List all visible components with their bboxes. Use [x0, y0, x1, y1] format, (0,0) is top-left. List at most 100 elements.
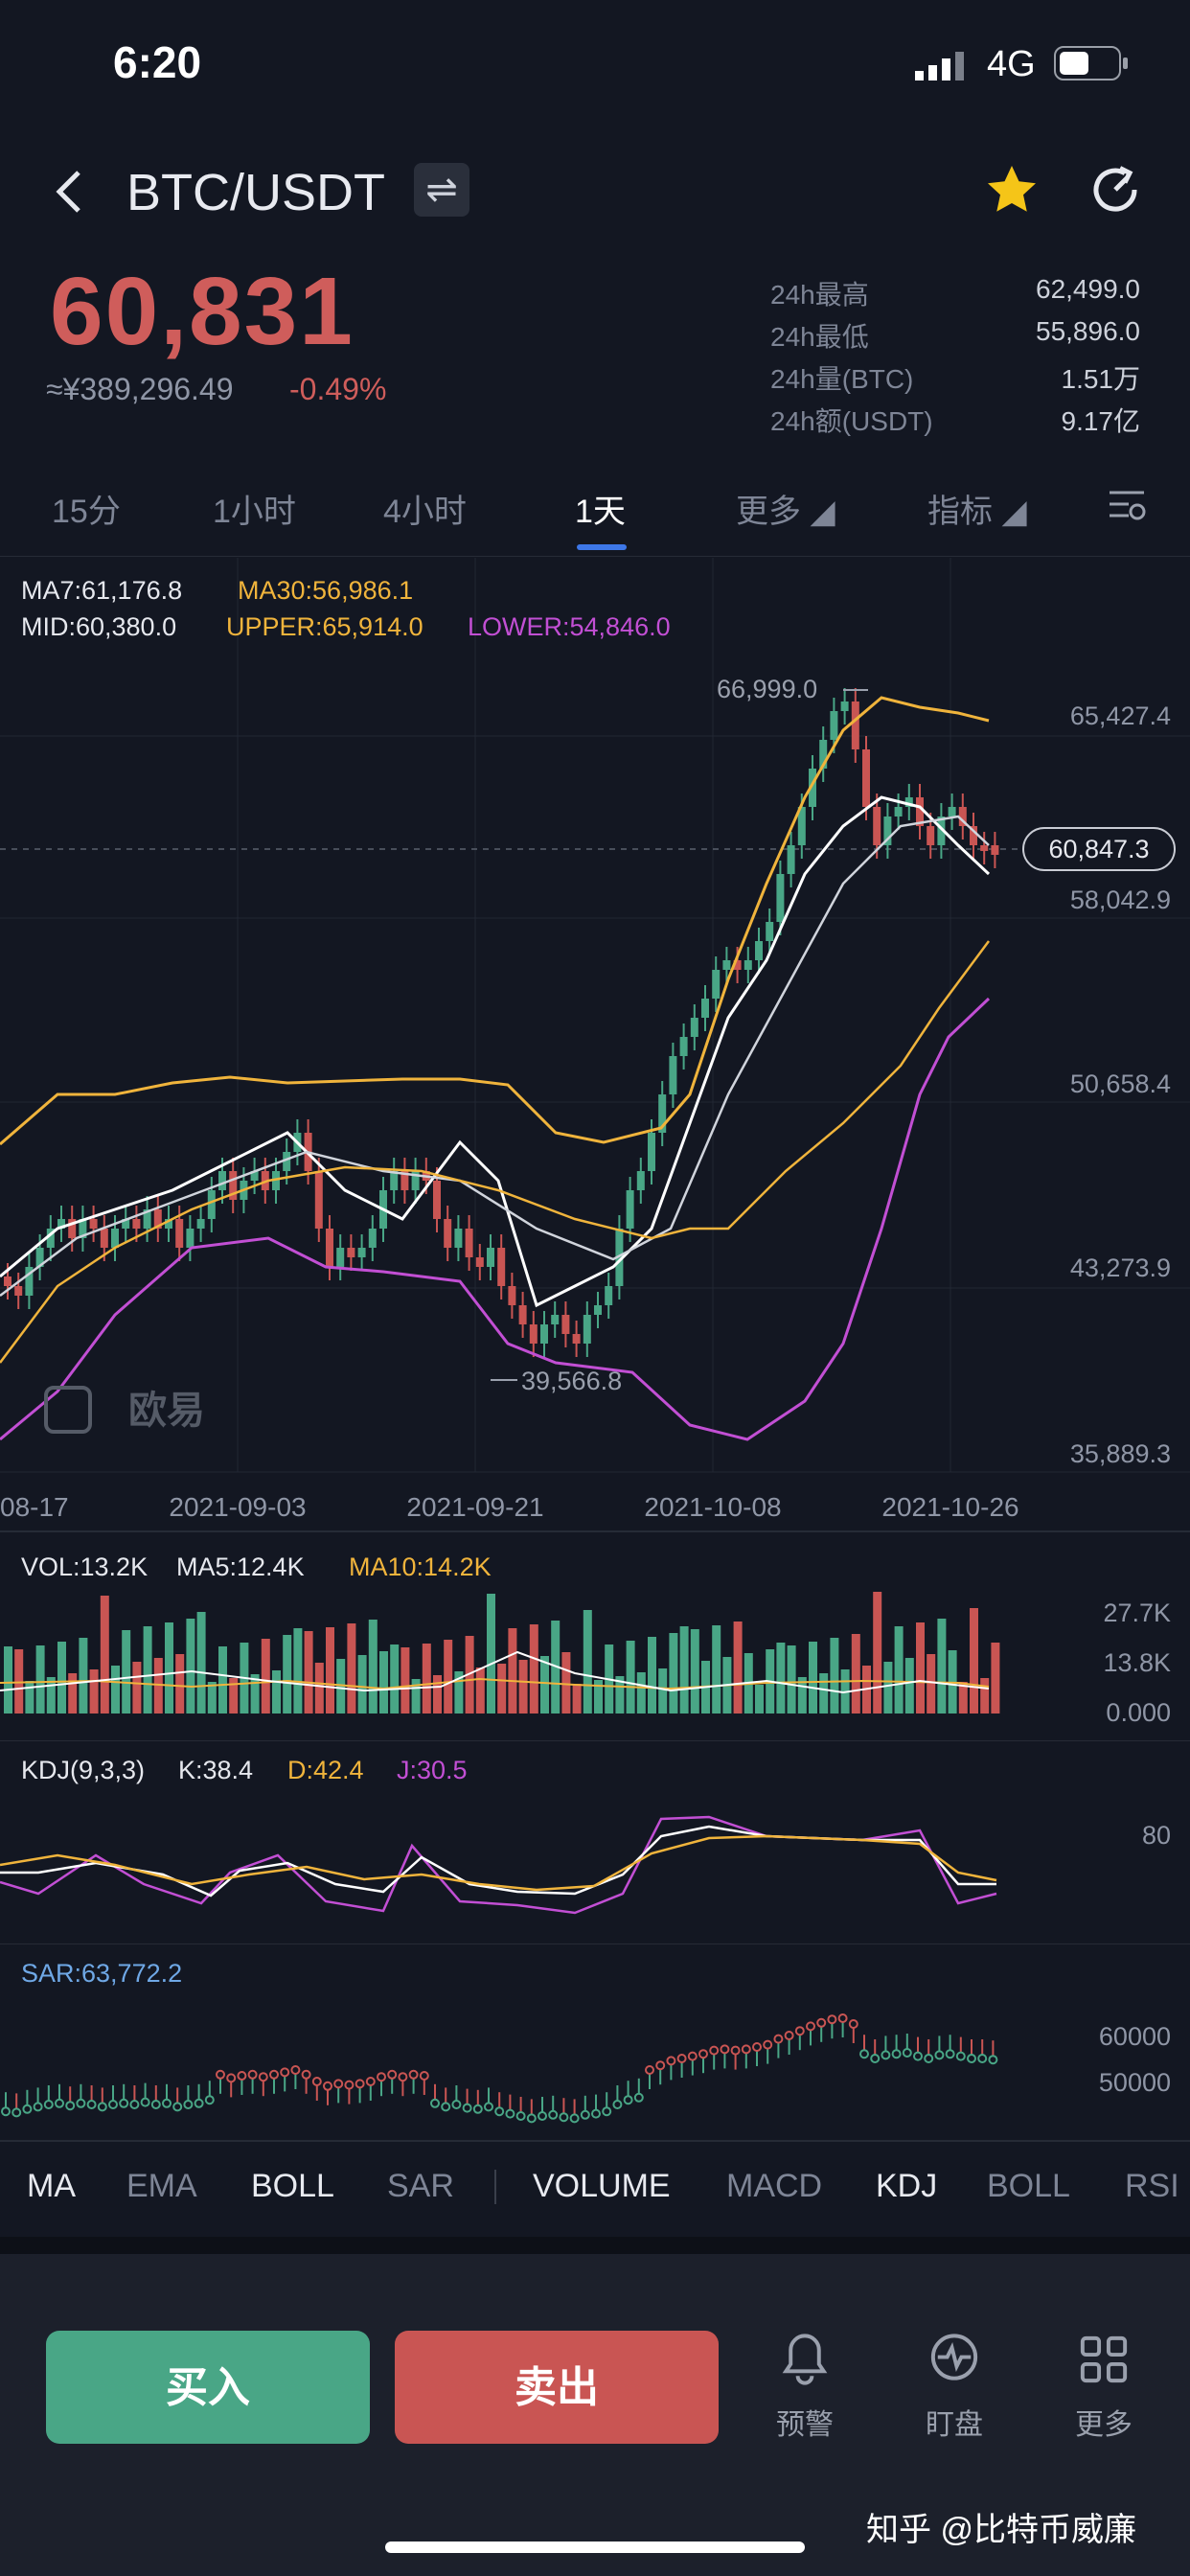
sar-dot: [676, 2054, 687, 2063]
volume-bar: [733, 1622, 743, 1714]
tab-1d[interactable]: 1天: [575, 494, 626, 530]
sar-dot: [494, 2106, 505, 2117]
candle-body: [648, 1133, 655, 1171]
sar-dot: [913, 2051, 923, 2061]
pair-title[interactable]: BTC/USDT: [126, 164, 385, 221]
sar-dot: [387, 2069, 398, 2080]
vol-ma10-label: MA10:14.2K: [349, 1552, 492, 1581]
volume-bar: [508, 1628, 517, 1714]
volume-bar: [615, 1676, 625, 1714]
kdj-chart[interactable]: KDJ(9,3,3) K:38.4 D:42.4 J:30.5 80: [0, 1740, 1190, 1942]
candle-body: [4, 1276, 11, 1286]
ind-tab-boll2[interactable]: BOLL: [987, 2168, 1070, 2204]
battery-icon: [1054, 46, 1131, 87]
sar-dot: [515, 2111, 526, 2121]
sar-axis-1: 60000: [1099, 2022, 1171, 2051]
watch-button[interactable]: 盯盘: [906, 2329, 1002, 2443]
volume-bar: [776, 1643, 786, 1714]
candlestick-chart[interactable]: MA7:61,176.8 MA30:56,986.1 MID:60,380.0 …: [0, 558, 1190, 1533]
candle-body: [636, 1171, 645, 1190]
volume-bar: [111, 1666, 120, 1714]
volume-bar: [658, 1668, 668, 1714]
volume-bar: [712, 1625, 721, 1714]
tab-more[interactable]: 更多 ◢: [736, 494, 835, 530]
ind-tab-kdj[interactable]: KDJ: [876, 2168, 938, 2204]
date-axis-5: 2021-10-26: [881, 1492, 1018, 1522]
tab-4h[interactable]: 4小时: [383, 494, 467, 530]
sar-dot: [934, 2050, 945, 2060]
sar-dot: [108, 2100, 118, 2109]
sar-dot: [741, 2044, 751, 2055]
volume-bar: [937, 1619, 947, 1714]
sar-dot: [924, 2054, 934, 2063]
ind-tab-macd[interactable]: MACD: [726, 2168, 823, 2204]
candle-body: [529, 1324, 538, 1344]
sar-dot: [988, 2055, 998, 2065]
volume-bar: [57, 1642, 66, 1714]
candle-body: [35, 1248, 44, 1267]
candle-body: [605, 1286, 613, 1305]
sar-dot: [752, 2042, 762, 2052]
volume-chart[interactable]: VOL:13.2K MA5:12.4K MA10:14.2K 27.7K 13.…: [0, 1537, 1190, 1738]
ind-tab-ema[interactable]: EMA: [126, 2168, 197, 2204]
kdj-j: J:30.5: [397, 1756, 468, 1784]
ind-tab-sar[interactable]: SAR: [387, 2168, 454, 2204]
candle-body: [357, 1248, 366, 1257]
cny-price: ≈¥389,296.49: [46, 372, 234, 406]
volume-bar: [46, 1677, 56, 1714]
ind-tab-ma[interactable]: MA: [27, 2168, 76, 2204]
sar-dot: [902, 2048, 912, 2058]
candle-body: [196, 1219, 205, 1229]
sar-dot: [311, 2077, 322, 2086]
ind-tab-volume[interactable]: VOLUME: [533, 2168, 671, 2204]
volume-bar: [904, 1658, 914, 1714]
ind-tab-rsi[interactable]: RSI: [1125, 2168, 1179, 2204]
kdj-d: D:42.4: [287, 1756, 364, 1784]
watch-label: 盯盘: [926, 2409, 983, 2441]
more-button[interactable]: 更多: [1056, 2329, 1152, 2443]
volume-bar: [196, 1612, 206, 1714]
sar-dot: [580, 2109, 590, 2120]
share-icon[interactable]: [1087, 161, 1144, 223]
sar-dot: [408, 2069, 419, 2080]
volume-bar: [454, 1671, 464, 1714]
chart-settings-icon[interactable]: [1106, 485, 1148, 532]
candle-body: [572, 1334, 581, 1344]
volume-bar: [797, 1677, 807, 1714]
back-icon[interactable]: [50, 165, 88, 223]
sar-dot: [462, 2103, 472, 2113]
sar-dot: [827, 2014, 837, 2025]
vol-axis-2: 13.8K: [1103, 1648, 1171, 1677]
alert-label: 预警: [776, 2409, 834, 2441]
price-change: -0.49%: [289, 372, 387, 406]
candle-body: [809, 769, 816, 807]
star-icon[interactable]: [983, 161, 1041, 223]
alert-button[interactable]: 预警: [757, 2329, 853, 2443]
candle-body: [207, 1190, 216, 1219]
volume-bar: [690, 1629, 699, 1714]
home-indicator[interactable]: [385, 2542, 805, 2553]
mid-line: [0, 815, 990, 1297]
candle-body: [175, 1219, 184, 1248]
buy-button[interactable]: 买入: [46, 2331, 370, 2444]
stat-value-high: 62,499.0: [1036, 274, 1140, 304]
sar-dot: [602, 2106, 612, 2117]
volume-bar: [14, 1649, 24, 1714]
tab-15m[interactable]: 15分: [52, 494, 121, 530]
sar-dot: [258, 2072, 268, 2082]
sell-button[interactable]: 卖出: [395, 2331, 719, 2444]
sar-dot: [269, 2069, 279, 2080]
candle-body: [218, 1171, 226, 1190]
candle-body: [970, 826, 977, 845]
volume-bar: [819, 1673, 829, 1714]
ind-tab-boll[interactable]: BOLL: [251, 2168, 334, 2204]
tab-1h[interactable]: 1小时: [213, 494, 296, 530]
sar-dot: [505, 2108, 515, 2119]
swap-icon[interactable]: ⇌: [414, 163, 469, 217]
candle-body: [454, 1229, 463, 1248]
tab-indicators[interactable]: 指标 ◢: [927, 494, 1027, 530]
sar-chart[interactable]: SAR:63,772.2 60000 50000: [0, 1944, 1190, 2143]
volume-bar: [153, 1658, 163, 1714]
sar-dot: [55, 2098, 64, 2108]
candle-body: [873, 807, 881, 845]
